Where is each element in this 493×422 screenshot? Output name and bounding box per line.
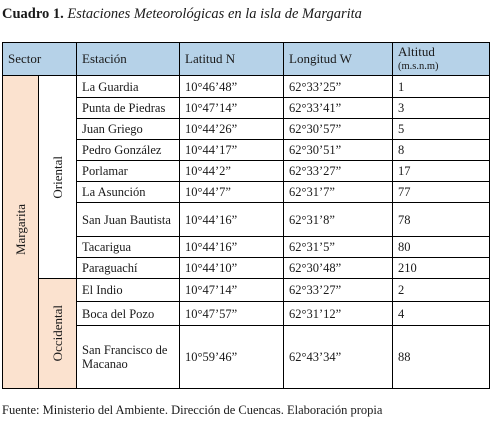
- table-row: San Juan Bautista 10°44’16” 62°31’8” 78: [3, 202, 490, 237]
- cell-latitud: 10°46’48”: [179, 75, 284, 98]
- cell-longitud: 62°31’5”: [283, 236, 393, 258]
- cell-estacion: El Indio: [76, 278, 180, 302]
- cell-latitud: 10°44’16”: [179, 202, 284, 237]
- header-altitud-unit: (m.s.n.m): [398, 61, 439, 72]
- cell-estacion: Porlamar: [76, 160, 180, 182]
- header-longitud: Longitud W: [283, 42, 393, 76]
- cell-longitud: 62°30’48”: [283, 257, 393, 279]
- table-row: Boca del Pozo 10°47’57” 62°31’12” 4: [3, 301, 490, 326]
- cell-latitud: 10°47’14”: [179, 97, 284, 119]
- cell-longitud: 62°31’7”: [283, 181, 393, 203]
- cell-altitud: 4: [392, 301, 490, 326]
- subregion-label-occidental: Occidental: [49, 305, 65, 362]
- source-note: Fuente: Ministerio del Ambiente. Direcci…: [2, 403, 383, 417]
- cell-longitud: 62°30’51”: [283, 139, 393, 161]
- region-cell: Margarita: [2, 75, 39, 389]
- cell-estacion: Tacarigua: [76, 236, 180, 258]
- cell-latitud: 10°44’2”: [179, 160, 284, 182]
- cell-latitud: 10°47’57”: [179, 301, 284, 326]
- cell-latitud: 10°44’17”: [179, 139, 284, 161]
- cell-altitud: 8: [392, 139, 490, 161]
- table-row: Pedro González 10°44’17” 62°30’51” 8: [3, 139, 490, 161]
- cell-longitud: 62°33’41”: [283, 97, 393, 119]
- table-row: Paraguachí 10°44’10” 62°30’48” 210: [3, 257, 490, 279]
- table-row: La Asunción 10°44’7” 62°31’7” 77: [3, 181, 490, 203]
- table-row: San Francisco de Macanao 10°59’46” 62°43…: [3, 325, 490, 389]
- subregion-label-oriental: Oriental: [49, 155, 65, 199]
- table-row: Punta de Piedras 10°47’14” 62°33’41” 3: [3, 97, 490, 119]
- stations-table: Sector Estación Latitud N Longitud W Alt…: [2, 42, 490, 389]
- cell-altitud: 2: [392, 278, 490, 302]
- table-row: Tacarigua 10°44’16” 62°31’5” 80: [3, 236, 490, 258]
- region-label: Margarita: [12, 204, 28, 256]
- cell-estacion: Boca del Pozo: [76, 301, 180, 326]
- cell-estacion: Paraguachí: [76, 257, 180, 279]
- cell-longitud: 62°33’27”: [283, 160, 393, 182]
- cell-estacion: Punta de Piedras: [76, 97, 180, 119]
- subregion-cell-occidental: Occidental: [38, 278, 77, 389]
- cell-estacion: La Asunción: [76, 181, 180, 203]
- header-latitud: Latitud N: [179, 42, 284, 76]
- table-row: Margarita Oriental La Guardia 10°46’48” …: [2, 75, 490, 389]
- header-estacion: Estación: [76, 42, 180, 76]
- header-altitud-label: Altitud: [398, 44, 435, 59]
- cell-longitud: 62°43’34”: [283, 325, 393, 389]
- cell-latitud: 10°44’7”: [179, 181, 284, 203]
- cell-altitud: 77: [392, 181, 490, 203]
- table-row: Occidental El Indio 10°47’14” 62°33’27” …: [3, 278, 490, 389]
- cell-latitud: 10°47’14”: [179, 278, 284, 302]
- header-sector: Sector: [2, 42, 77, 76]
- cell-longitud: 62°31’8”: [283, 202, 393, 237]
- cell-latitud: 10°44’16”: [179, 236, 284, 258]
- cell-latitud: 10°44’26”: [179, 118, 284, 140]
- cell-estacion: Pedro González: [76, 139, 180, 161]
- table-row: Porlamar 10°44’2” 62°33’27” 17: [3, 160, 490, 182]
- cell-estacion: San Francisco de Macanao: [76, 325, 180, 389]
- cell-longitud: 62°33’25”: [283, 75, 393, 98]
- cell-altitud: 1: [392, 75, 490, 98]
- cell-longitud: 62°33’27”: [283, 278, 393, 302]
- cell-altitud: 5: [392, 118, 490, 140]
- table-row: Juan Griego 10°44’26” 62°30’57” 5: [3, 118, 490, 140]
- cell-altitud: 3: [392, 97, 490, 119]
- cell-longitud: 62°30’57”: [283, 118, 393, 140]
- cell-altitud: 210: [392, 257, 490, 279]
- cell-latitud: 10°59’46”: [179, 325, 284, 389]
- cell-longitud: 62°31’12”: [283, 301, 393, 326]
- cell-altitud: 80: [392, 236, 490, 258]
- cell-altitud: 17: [392, 160, 490, 182]
- cell-latitud: 10°44’10”: [179, 257, 284, 279]
- cell-estacion: La Guardia: [76, 75, 180, 98]
- cell-altitud: 78: [392, 202, 490, 237]
- table-header-row: Sector Estación Latitud N Longitud W Alt…: [2, 42, 490, 76]
- cell-estacion: San Juan Bautista: [76, 202, 180, 237]
- caption-number: Cuadro 1.: [2, 6, 64, 22]
- table-caption: Cuadro 1. Estaciones Meteorológicas en l…: [2, 6, 362, 23]
- cell-altitud: 88: [392, 325, 490, 389]
- subregion-cell-oriental: Oriental: [38, 75, 77, 279]
- caption-title: Estaciones Meteorológicas en la isla de …: [67, 6, 362, 22]
- header-altitud: Altitud (m.s.n.m): [392, 42, 490, 76]
- cell-estacion: Juan Griego: [76, 118, 180, 140]
